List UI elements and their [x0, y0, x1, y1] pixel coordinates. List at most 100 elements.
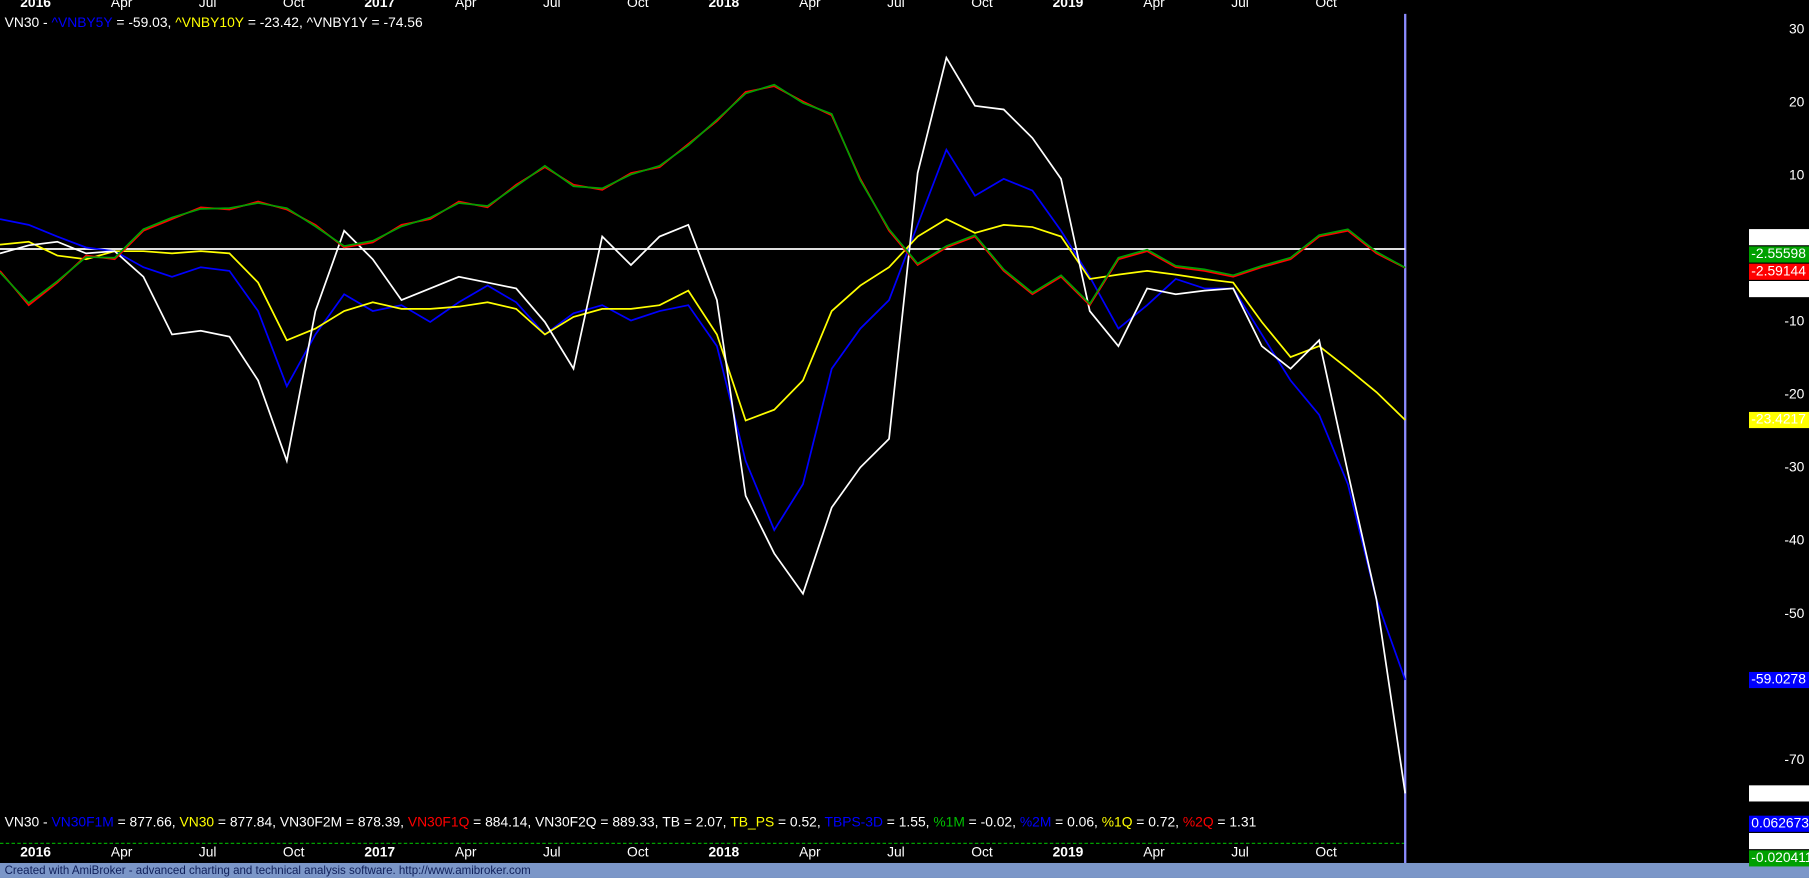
legend-equals: = — [883, 813, 899, 829]
x-tick-label: Jul — [199, 0, 217, 10]
legend-separator: , — [400, 813, 408, 829]
legend-value: 0.72 — [1148, 813, 1175, 829]
legend-separator: , — [299, 14, 307, 30]
x-tick-label: Apr — [799, 0, 821, 10]
legend-separator: , — [723, 813, 731, 829]
value-label: -74.556 — [1751, 784, 1798, 800]
x-tick-label: Apr — [1143, 0, 1165, 10]
y-tick-label: -20 — [1784, 386, 1804, 402]
legend-value: -0.02 — [981, 813, 1013, 829]
legend-equals: = — [113, 14, 129, 30]
legend-equals: = — [680, 813, 696, 829]
legend-value: 0.06 — [1067, 813, 1094, 829]
legend-name: TB_PS — [730, 813, 774, 829]
x-tick-label: Jul — [1231, 843, 1249, 859]
value-label-box — [1749, 832, 1809, 850]
legend-value: -74.56 — [383, 14, 423, 30]
value-label: -59.0278 — [1751, 671, 1806, 687]
legend-name: %1Q — [1102, 813, 1133, 829]
legend-separator: , — [817, 813, 825, 829]
value-label: -23.4217 — [1751, 411, 1806, 427]
lower-legend: VN30 - VN30F1M = 877.66, VN30 = 877.84, … — [5, 813, 1257, 829]
value-label: -2.55598 — [1751, 245, 1806, 261]
legend-separator: , — [655, 813, 663, 829]
x-tick-label: Oct — [283, 843, 305, 859]
legend-separator: , — [926, 813, 934, 829]
legend-prefix: VN30 - — [5, 813, 52, 829]
value-label: -0.020411 — [1751, 849, 1809, 865]
legend-equals: = — [774, 813, 790, 829]
x-tick-label: Apr — [111, 0, 133, 10]
legend-name: VN30 — [180, 813, 215, 829]
y-tick-label: -70 — [1784, 751, 1804, 767]
legend-value: 0.52 — [790, 813, 817, 829]
value-label: 0.00000 — [1751, 228, 1801, 244]
x-tick-label: Oct — [1315, 0, 1337, 10]
x-tick-label: Apr — [455, 0, 477, 10]
legend-value: 2.07 — [696, 813, 723, 829]
x-tick-label: Jul — [887, 0, 905, 10]
legend-name: TB — [662, 813, 680, 829]
legend-name: ^VNBY10Y — [175, 14, 244, 30]
value-label-box — [1749, 815, 1809, 832]
x-tick-label: 2018 — [708, 843, 739, 859]
legend-separator: , — [527, 813, 535, 829]
legend-name: ^VNBY1Y — [307, 14, 368, 30]
x-tick-label: Apr — [799, 843, 821, 859]
legend-separator: , — [272, 813, 280, 829]
plot — [0, 55, 1407, 794]
legend-name: VN30F1M — [52, 813, 114, 829]
y-tick-label: 30 — [1789, 21, 1805, 37]
legend-equals: = — [597, 813, 613, 829]
legend-name: %1M — [933, 813, 965, 829]
value-label-box — [1749, 229, 1809, 246]
legend-equals: = — [214, 813, 230, 829]
legend-name: TBPS-3D — [825, 813, 883, 829]
x-tick-label: Oct — [971, 843, 993, 859]
x-tick-label: Oct — [1315, 843, 1337, 859]
legend-value: 1.31 — [1229, 813, 1256, 829]
legend-value: -23.42 — [260, 14, 299, 30]
legend-equals: = — [965, 813, 981, 829]
x-tick-label: 2017 — [364, 843, 395, 859]
series-line — [0, 218, 1406, 422]
value-label-box — [1749, 246, 1809, 263]
value-label-box — [1749, 850, 1809, 867]
x-tick-label: 2017 — [364, 0, 395, 10]
value-label-box — [1749, 263, 1809, 280]
legend-value: 884.14 — [485, 813, 528, 829]
legend-name: ^VNBY5Y — [52, 14, 113, 30]
x-tick-label: Jul — [1231, 0, 1249, 10]
footer-text: Created with AmiBroker - advanced charti… — [5, 865, 531, 877]
legend-equals: = — [1214, 813, 1230, 829]
x-tick-label: Oct — [627, 0, 649, 10]
legend-value: 1.55 — [899, 813, 926, 829]
legend-name: %2Q — [1183, 813, 1214, 829]
y-tick-label: -50 — [1784, 605, 1804, 621]
x-tick-label: 2019 — [1053, 843, 1084, 859]
series-line — [0, 147, 1407, 681]
y-tick-label: 10 — [1789, 167, 1805, 183]
x-tick-label: 2018 — [708, 0, 739, 10]
value-label-box — [1749, 785, 1809, 802]
legend-equals: = — [244, 14, 260, 30]
legend: VN30 - ^VNBY5Y = -59.03, ^VNBY10Y = -23.… — [5, 14, 423, 30]
y-tick-label: 20 — [1789, 94, 1805, 110]
legend-separator: , — [1094, 813, 1102, 829]
legend-equals: = — [368, 14, 384, 30]
legend-equals: = — [469, 813, 485, 829]
legend-name: VN30F1Q — [408, 813, 470, 829]
value-label: 0.00000 — [1751, 832, 1801, 848]
x-tick-label: Oct — [971, 0, 993, 10]
x-tick-label: Oct — [283, 0, 305, 10]
x-tick-label: Apr — [111, 843, 133, 859]
series-line — [0, 55, 1407, 794]
legend-separator: , — [1175, 813, 1183, 829]
legend-equals: = — [1051, 813, 1067, 829]
x-tick-label: 2016 — [20, 0, 51, 10]
x-tick-label: Jul — [199, 843, 217, 859]
y-tick-label: -10 — [1784, 313, 1804, 329]
